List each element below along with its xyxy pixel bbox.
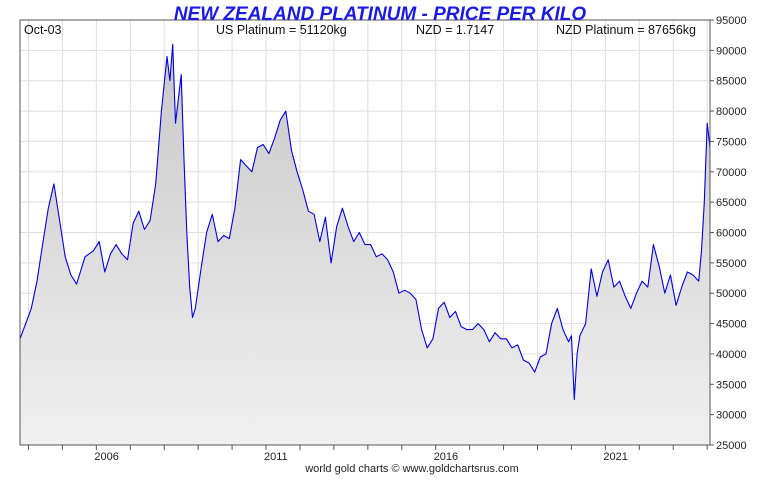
chart-title: NEW ZEALAND PLATINUM - PRICE PER KILO (174, 4, 587, 25)
y-tick-label: 90000 (716, 45, 747, 57)
y-tick-label: 65000 (716, 197, 747, 209)
x-tick-label: 2021 (603, 451, 627, 463)
x-tick-label: 2011 (264, 451, 288, 463)
y-tick-label: 95000 (716, 15, 747, 27)
nzd-platinum-label: NZD Platinum = 87656kg (556, 23, 696, 37)
y-tick-label: 80000 (716, 106, 747, 118)
y-tick-label: 70000 (716, 167, 747, 179)
y-tick-label: 85000 (716, 76, 747, 88)
y-tick-label: 50000 (716, 288, 747, 300)
y-tick-label: 55000 (716, 258, 747, 270)
nzd-rate-label: NZD = 1.7147 (416, 23, 494, 37)
series-line-nzd-platinum (20, 43, 710, 401)
y-tick-label: 60000 (716, 228, 747, 240)
start-date-label: Oct-03 (24, 23, 62, 37)
footer-credit: world gold charts © www.goldchartsrus.co… (304, 463, 519, 475)
us-platinum-label: US Platinum = 51120kg (216, 23, 347, 37)
x-tick-label: 2016 (434, 451, 458, 463)
y-tick-label: 35000 (716, 379, 747, 391)
y-tick-label: 30000 (716, 410, 747, 422)
y-tick-label: 40000 (716, 349, 747, 361)
x-tick-label: 2006 (94, 451, 118, 463)
y-tick-label: 75000 (716, 136, 747, 148)
y-tick-label: 25000 (716, 440, 747, 452)
x-axis: 2006 2011 2016 2021 (27, 445, 708, 463)
y-tick-label: 45000 (716, 319, 747, 331)
y-axis: 25000 30000 35000 40000 45000 50000 55000 60000… (710, 15, 747, 452)
